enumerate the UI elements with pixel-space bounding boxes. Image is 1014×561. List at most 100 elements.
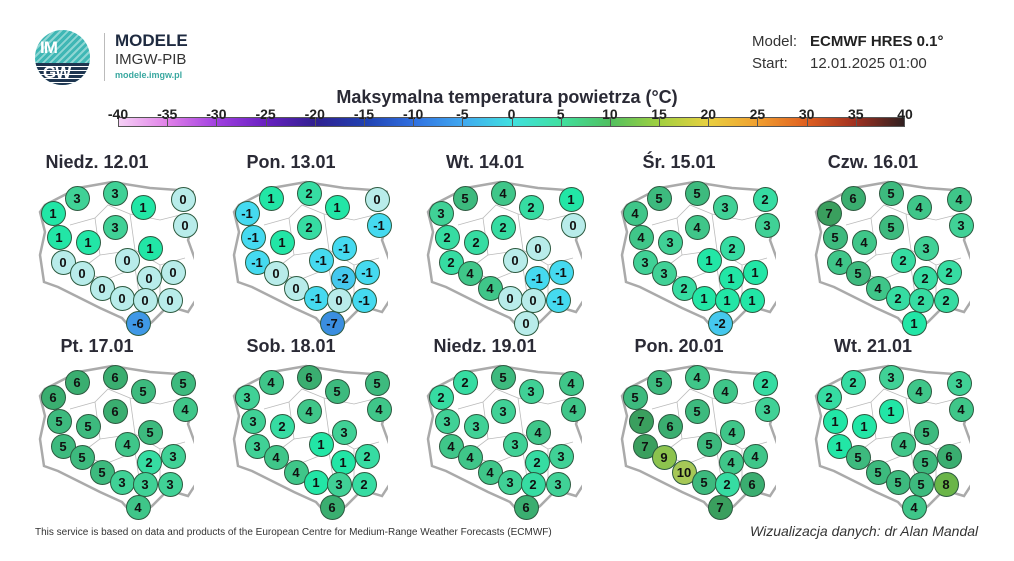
station-temperature: 2: [452, 369, 478, 395]
station-temperature: -1: [331, 235, 357, 261]
station-temperature: 4: [946, 186, 972, 212]
station-temperature: -1: [524, 265, 550, 291]
station-temperature: 1: [130, 194, 156, 220]
brand-org: IMGW-PIB: [115, 51, 187, 68]
station-temperature: 2: [885, 285, 911, 311]
colorbar-tick: [855, 117, 857, 127]
station-temperature: 4: [719, 419, 745, 445]
station-temperature: -2: [707, 310, 733, 336]
station-temperature: 4: [712, 378, 738, 404]
day-title: Wt. 14.01: [445, 152, 525, 172]
station-temperature: 3: [157, 471, 183, 497]
station-temperature: 4: [628, 224, 654, 250]
colorbar-tick: [167, 117, 169, 127]
station-temperature: 2: [296, 214, 322, 240]
station-temperature: 3: [657, 229, 683, 255]
station-temperature: 2: [719, 235, 745, 261]
station-temperature: 10: [671, 459, 697, 485]
station-temperature: 1: [46, 224, 72, 250]
station-temperature: -1: [354, 259, 380, 285]
station-temperature: 6: [102, 398, 128, 424]
station-temperature: 1: [558, 186, 584, 212]
station-temperature: 1: [308, 431, 334, 457]
station-temperature: 5: [691, 469, 717, 495]
brand-site-link[interactable]: modele.imgw.pl: [115, 70, 183, 80]
station-temperature: 0: [326, 287, 352, 313]
station-temperature: 1: [742, 259, 768, 285]
station-temperature: 1: [901, 310, 927, 336]
station-temperature: 4: [114, 431, 140, 457]
station-temperature: 1: [303, 469, 329, 495]
station-temperature: 1: [696, 247, 722, 273]
station-temperature: 2: [518, 194, 544, 220]
station-temperature: 5: [646, 185, 672, 211]
station-temperature: 5: [46, 408, 72, 434]
station-temperature: 1: [258, 185, 284, 211]
station-temperature: 1: [330, 449, 356, 475]
station-temperature: 2: [296, 180, 322, 206]
station-temperature: 3: [502, 431, 528, 457]
station-temperature: 5: [696, 431, 722, 457]
station-temperature: 6: [739, 471, 765, 497]
station-temperature: 0: [263, 260, 289, 286]
station-temperature: 3: [946, 370, 972, 396]
station-temperature: 2: [269, 413, 295, 439]
station-temperature: -1: [366, 212, 392, 238]
colorbar-tick: [560, 117, 562, 127]
station-temperature: 1: [269, 229, 295, 255]
colorbar-tick: [413, 117, 415, 127]
station-temperature: 7: [707, 494, 733, 520]
station-temperature: 2: [351, 471, 377, 497]
station-temperature: 6: [840, 185, 866, 211]
colorbar-tick-label: -40: [107, 106, 129, 122]
station-temperature: 1: [822, 408, 848, 434]
station-temperature: 7: [628, 408, 654, 434]
station-temperature: 1: [878, 398, 904, 424]
colorbar-tick: [216, 117, 218, 127]
station-temperature: 6: [102, 364, 128, 390]
station-temperature: 3: [497, 469, 523, 495]
station-temperature: 3: [428, 200, 454, 226]
station-temperature: 0: [170, 186, 196, 212]
station-temperature: 0: [502, 247, 528, 273]
station-temperature: 6: [513, 494, 539, 520]
station-temperature: 1: [851, 413, 877, 439]
station-temperature: 4: [477, 275, 503, 301]
colorbar-tick-label: -35: [157, 106, 178, 122]
station-temperature: 2: [354, 443, 380, 469]
station-temperature: 0: [136, 265, 162, 291]
station-temperature: 6: [296, 364, 322, 390]
colorbar-tick: [363, 117, 365, 127]
station-temperature: 3: [545, 471, 571, 497]
colorbar-tick-label: -15: [353, 106, 375, 122]
station-temperature: 5: [912, 449, 938, 475]
station-temperature: 2: [912, 265, 938, 291]
colorbar-tick-label: 10: [602, 106, 618, 122]
station-temperature: 5: [452, 185, 478, 211]
station-temperature: 2: [714, 471, 740, 497]
station-temperature: 8: [933, 471, 959, 497]
day-title: Pon. 13.01: [246, 152, 336, 172]
chart-title: Maksymalna temperatura powietrza (°C): [336, 87, 678, 107]
station-temperature: 0: [283, 275, 309, 301]
station-temperature: 4: [558, 370, 584, 396]
station-temperature: -7: [319, 310, 345, 336]
station-temperature: 3: [651, 260, 677, 286]
station-temperature: 3: [434, 408, 460, 434]
colorbar-tick: [511, 117, 513, 127]
day-title: Sob. 18.01: [246, 336, 336, 356]
station-temperature: 6: [319, 494, 345, 520]
station-temperature: 5: [878, 214, 904, 240]
header-divider: [104, 33, 105, 81]
station-temperature: 6: [657, 413, 683, 439]
station-temperature: 3: [64, 185, 90, 211]
station-temperature: 4: [258, 369, 284, 395]
station-temperature: 2: [816, 384, 842, 410]
station-temperature: 2: [840, 369, 866, 395]
colorbar-tick-label: -20: [304, 106, 325, 122]
station-temperature: 4: [851, 229, 877, 255]
model-info: Model: ECMWF HRES 0.1°: [752, 33, 944, 50]
station-temperature: 1: [718, 265, 744, 291]
station-temperature: 4: [901, 494, 927, 520]
station-temperature: 6: [40, 384, 66, 410]
